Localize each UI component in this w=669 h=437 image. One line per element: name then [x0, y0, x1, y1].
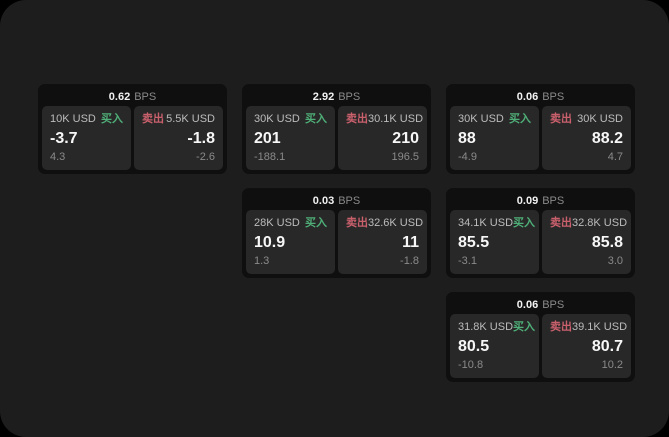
quote-panels: 28K USD 买入 10.9 1.3 卖出 32.6K USD 11 -1.8 [246, 210, 427, 274]
buy-price: 80.5 [458, 337, 490, 355]
bps-header: 0.06 BPS [450, 296, 631, 314]
buy-price: -3.7 [50, 129, 78, 147]
sell-amount: 39.1K USD [572, 321, 628, 333]
quote-card-5: 0.09 BPS 34.1K USD 买入 85.5 -3.1 卖出 32.8K… [446, 188, 635, 278]
bps-unit-label: BPS [338, 90, 361, 103]
buy-delta: -188.1 [254, 151, 286, 163]
quote-panels: 10K USD 买入 -3.7 4.3 卖出 5.5K USD -1.8 -2.… [42, 106, 223, 170]
sell-delta: 3.0 [607, 255, 623, 267]
buy-tile[interactable]: 30K USD 买入 88 -4.9 [450, 106, 539, 170]
sell-tile[interactable]: 卖出 32.8K USD 85.8 3.0 [542, 210, 631, 274]
buy-tag: 买入 [513, 321, 536, 333]
sell-amount: 30.1K USD [368, 113, 424, 125]
bps-header: 0.06 BPS [450, 88, 631, 106]
buy-price: 10.9 [254, 233, 286, 251]
quote-card-1: 0.62 BPS 10K USD 买入 -3.7 4.3 卖出 5.5K USD [38, 84, 227, 174]
sell-tile[interactable]: 卖出 39.1K USD 80.7 10.2 [542, 314, 631, 378]
buy-amount: 10K USD [50, 113, 96, 125]
bps-header: 0.03 BPS [246, 192, 427, 210]
sell-price: 80.7 [591, 337, 623, 355]
sell-delta: -1.8 [400, 255, 419, 267]
sell-tag: 卖出 [550, 321, 572, 333]
buy-tag: 买入 [509, 113, 531, 125]
buy-amount: 31.8K USD [458, 321, 514, 333]
sell-delta: 4.7 [607, 151, 623, 163]
quote-card-6: 0.06 BPS 31.8K USD 买入 80.5 -10.8 卖出 39.1… [446, 292, 635, 382]
quote-card-4: 0.03 BPS 28K USD 买入 10.9 1.3 卖出 32.6K US… [242, 188, 431, 278]
buy-tag: 买入 [305, 217, 327, 229]
sell-tag: 卖出 [346, 113, 368, 125]
quote-panels: 30K USD 买入 88 -4.9 卖出 30K USD 88.2 4.7 [450, 106, 631, 170]
buy-delta: -4.9 [458, 151, 477, 163]
sell-tag: 卖出 [142, 113, 164, 125]
sell-amount: 32.8K USD [572, 217, 628, 229]
buy-delta: -3.1 [458, 255, 477, 267]
quote-cards-grid: 0.62 BPS 10K USD 买入 -3.7 4.3 卖出 5.5K USD [38, 84, 635, 382]
buy-tag: 买入 [101, 113, 123, 125]
bps-unit-label: BPS [542, 194, 565, 207]
bps-value: 0.03 [312, 194, 335, 207]
sell-tile[interactable]: 卖出 32.6K USD 11 -1.8 [338, 210, 427, 274]
sell-amount: 5.5K USD [166, 113, 215, 125]
quote-panels: 31.8K USD 买入 80.5 -10.8 卖出 39.1K USD 80.… [450, 314, 631, 378]
bps-unit-label: BPS [542, 298, 565, 311]
buy-amount: 28K USD [254, 217, 300, 229]
sell-tile[interactable]: 卖出 30.1K USD 210 196.5 [338, 106, 427, 170]
buy-tag: 买入 [513, 217, 536, 229]
buy-delta: -10.8 [458, 359, 484, 371]
sell-tag: 卖出 [550, 217, 572, 229]
buy-tile[interactable]: 28K USD 买入 10.9 1.3 [246, 210, 335, 274]
sell-price: 210 [392, 129, 419, 147]
bps-value: 0.62 [108, 90, 131, 103]
buy-delta: 1.3 [254, 255, 270, 267]
bps-header: 2.92 BPS [246, 88, 427, 106]
quote-card-2: 2.92 BPS 30K USD 买入 201 -188.1 卖出 30.1K … [242, 84, 431, 174]
sell-delta: -2.6 [196, 151, 215, 163]
sell-delta: 10.2 [601, 359, 623, 371]
buy-tile[interactable]: 10K USD 买入 -3.7 4.3 [42, 106, 131, 170]
bps-unit-label: BPS [134, 90, 157, 103]
sell-delta: 196.5 [391, 151, 419, 163]
buy-amount: 30K USD [458, 113, 504, 125]
buy-tile[interactable]: 34.1K USD 买入 85.5 -3.1 [450, 210, 539, 274]
buy-tile[interactable]: 30K USD 买入 201 -188.1 [246, 106, 335, 170]
buy-price: 201 [254, 129, 281, 147]
buy-price: 85.5 [458, 233, 490, 251]
buy-amount: 30K USD [254, 113, 300, 125]
sell-price: 11 [402, 233, 419, 251]
bps-value: 2.92 [312, 90, 335, 103]
sell-price: 88.2 [591, 129, 623, 147]
bps-value: 0.06 [516, 298, 539, 311]
sell-tile[interactable]: 卖出 5.5K USD -1.8 -2.6 [134, 106, 223, 170]
sell-tile[interactable]: 卖出 30K USD 88.2 4.7 [542, 106, 631, 170]
sell-price: -1.8 [187, 129, 215, 147]
buy-delta: 4.3 [50, 151, 66, 163]
buy-price: 88 [458, 129, 476, 147]
buy-tile[interactable]: 31.8K USD 买入 80.5 -10.8 [450, 314, 539, 378]
quote-panels: 30K USD 买入 201 -188.1 卖出 30.1K USD 210 1… [246, 106, 427, 170]
bps-unit-label: BPS [542, 90, 565, 103]
bps-unit-label: BPS [338, 194, 361, 207]
sell-amount: 32.6K USD [368, 217, 424, 229]
sell-amount: 30K USD [577, 113, 623, 125]
quote-card-3: 0.06 BPS 30K USD 买入 88 -4.9 卖出 30K USD [446, 84, 635, 174]
sell-price: 85.8 [591, 233, 623, 251]
bps-header: 0.09 BPS [450, 192, 631, 210]
buy-tag: 买入 [305, 113, 327, 125]
sell-tag: 卖出 [550, 113, 572, 125]
buy-amount: 34.1K USD [458, 217, 514, 229]
sell-tag: 卖出 [346, 217, 368, 229]
bps-value: 0.06 [516, 90, 539, 103]
quote-panels: 34.1K USD 买入 85.5 -3.1 卖出 32.8K USD 85.8… [450, 210, 631, 274]
bps-value: 0.09 [516, 194, 539, 207]
bps-header: 0.62 BPS [42, 88, 223, 106]
